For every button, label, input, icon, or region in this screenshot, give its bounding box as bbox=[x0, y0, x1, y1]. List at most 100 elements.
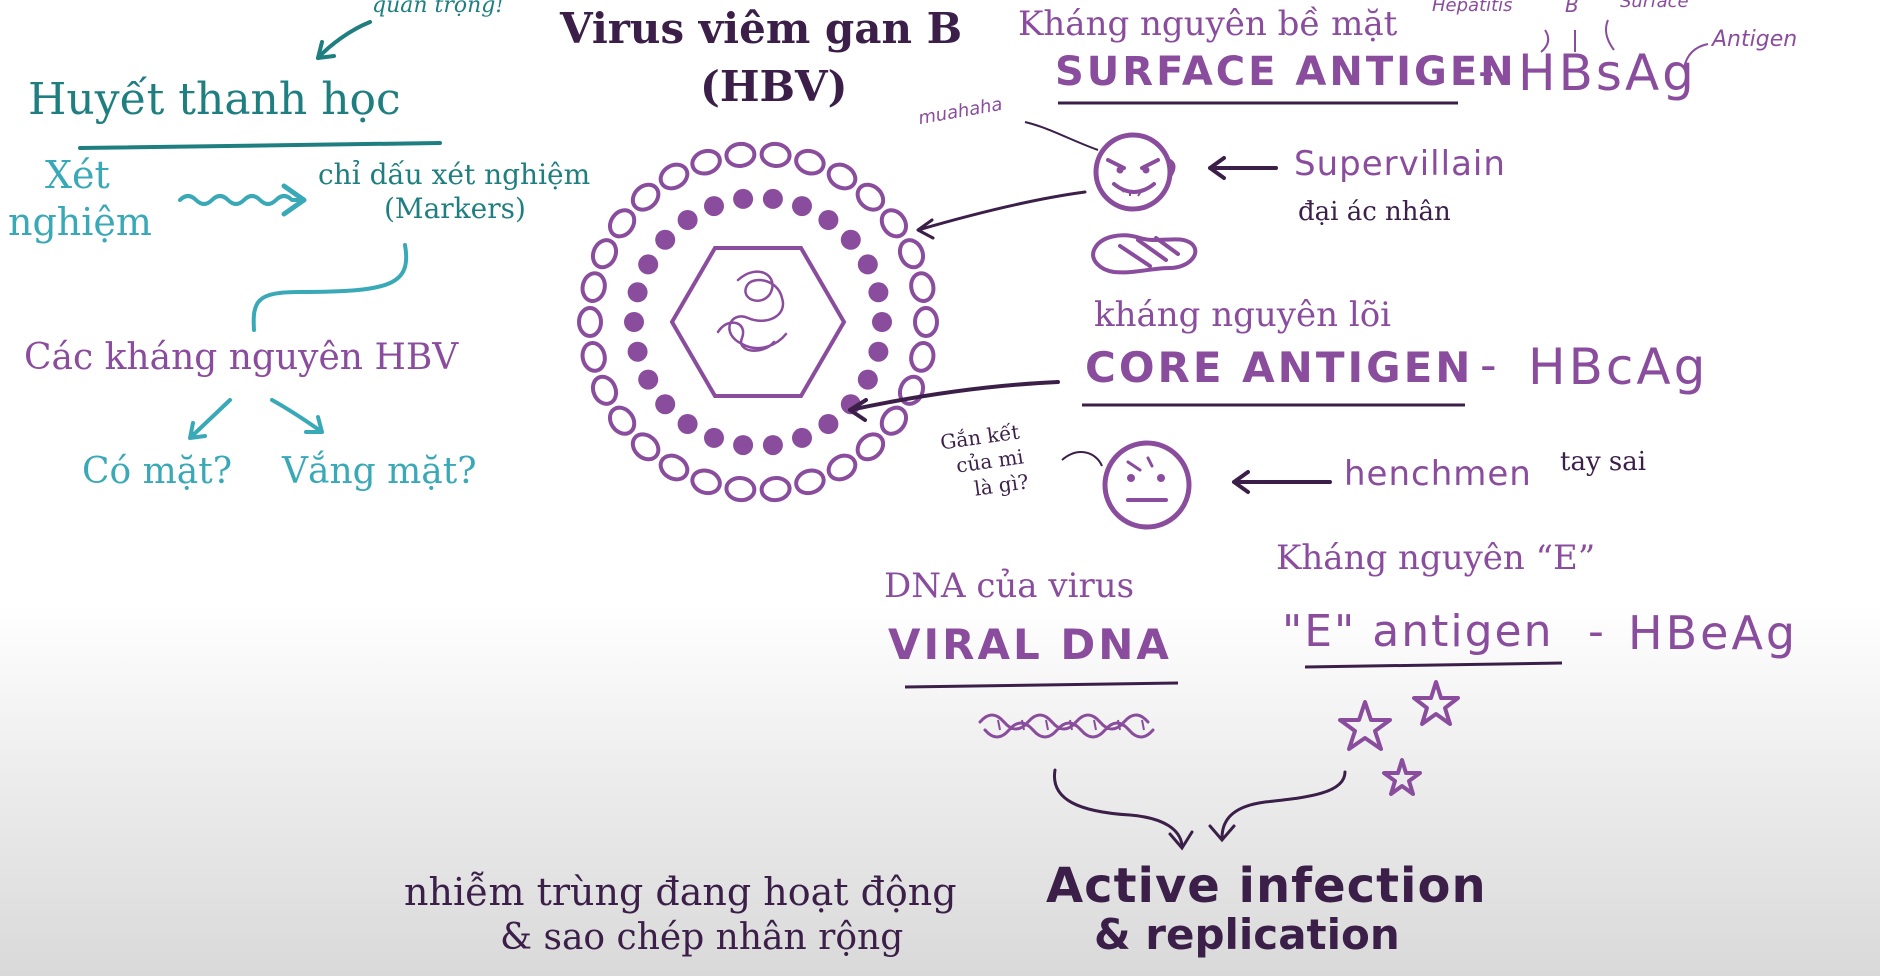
serology-title: Huyết thanh học bbox=[28, 74, 401, 125]
e-antigen-underline bbox=[1304, 661, 1563, 669]
hbsag-annotation-brackets bbox=[1540, 19, 1709, 69]
envelope-lipid-bead bbox=[690, 148, 722, 176]
surface-protein-dot bbox=[627, 282, 648, 303]
envelope-lipid-bead bbox=[759, 476, 792, 503]
envelope-lipid-bead bbox=[607, 405, 637, 436]
note-b: B bbox=[1565, 0, 1579, 17]
envelope-lipid-bead bbox=[826, 453, 858, 482]
active-infection-en-line2: & replication bbox=[1094, 910, 1400, 959]
e-antigen-dash: - bbox=[1588, 606, 1607, 657]
outer-envelope-ring bbox=[577, 141, 939, 503]
viral-dna-vn: DNA của virus bbox=[884, 566, 1135, 606]
surface-protein-dot bbox=[638, 254, 659, 275]
envelope-lipid-bead bbox=[590, 238, 619, 270]
viral-dna-en: VIRAL DNA bbox=[888, 620, 1172, 669]
envelope-lipid-bead bbox=[580, 271, 607, 303]
hbeag-abbreviation: HBeAg bbox=[1628, 606, 1799, 660]
note-antigen: Antigen bbox=[1712, 27, 1798, 52]
hexagonal-capsid bbox=[669, 246, 847, 398]
supervillain-vn-label: đại ác nhân bbox=[1298, 197, 1451, 227]
important-arrow bbox=[316, 20, 372, 60]
envelope-lipid-bead bbox=[690, 468, 722, 496]
test-label-line2: nghiệm bbox=[8, 200, 152, 244]
serology-underline bbox=[78, 141, 442, 150]
hbv-virus-particle bbox=[577, 141, 939, 503]
envelope-lipid-bead bbox=[630, 432, 661, 462]
envelope-lipid-bead bbox=[879, 405, 909, 436]
present-arrow bbox=[188, 398, 232, 440]
henchmen-pointer-arrow bbox=[1232, 470, 1332, 494]
active-infection-vn-line1: nhiễm trùng đang hoạt động bbox=[404, 870, 957, 914]
surface-protein-dot bbox=[857, 369, 878, 390]
hbsag-abbreviation: HBsAg bbox=[1518, 44, 1697, 102]
surface-protein-dot bbox=[627, 341, 648, 362]
hbv-title-line1: Virus viêm gan B bbox=[560, 4, 963, 53]
scheming-hands-icon bbox=[1091, 233, 1198, 275]
e-antigen-to-infection-arrow bbox=[1220, 770, 1347, 840]
supervillain-pointer-arrow bbox=[1208, 156, 1278, 180]
envelope-lipid-bead bbox=[580, 341, 607, 373]
surface-protein-dot bbox=[872, 312, 892, 332]
note-hepatitis: Hepatitis bbox=[1432, 0, 1513, 16]
envelope-lipid-bead bbox=[913, 306, 939, 338]
surface-protein-dot bbox=[792, 427, 812, 448]
surface-protein-dot bbox=[818, 210, 839, 230]
surface-protein-dot bbox=[857, 254, 878, 275]
henchmen-question-leader bbox=[1061, 451, 1103, 467]
surface-protein-dot bbox=[818, 414, 839, 434]
envelope-lipid-bead bbox=[658, 453, 690, 482]
envelope-lipid-bead bbox=[855, 182, 886, 212]
surface-protein-dot bbox=[655, 394, 676, 415]
surface-protein-dot bbox=[733, 188, 754, 209]
present-label: Có mặt? bbox=[82, 451, 233, 492]
hbcag-abbreviation: HBcAg bbox=[1528, 338, 1709, 396]
envelope-lipid-bead bbox=[826, 162, 858, 191]
dna-rungs bbox=[997, 719, 1145, 731]
envelope-lipid-bead bbox=[879, 208, 909, 239]
surface-to-virus-arrow bbox=[916, 190, 1087, 240]
surface-protein-dot bbox=[677, 210, 698, 230]
surface-protein-dot bbox=[655, 229, 676, 250]
surface-protein-dot bbox=[638, 369, 659, 390]
active-infection-vn-line2: & sao chép nhân rộng bbox=[500, 917, 904, 958]
envelope-lipid-bead bbox=[658, 162, 690, 191]
absent-label: Vắng mặt? bbox=[282, 451, 477, 492]
markers-to-antigens-connector bbox=[251, 243, 409, 332]
envelope-lipid-bead bbox=[724, 141, 757, 168]
e-antigen-en: "E" antigen bbox=[1282, 606, 1554, 657]
hbv-antigens-title: Các kháng nguyên HBV bbox=[24, 337, 459, 378]
envelope-lipid-bead bbox=[897, 374, 926, 406]
surface-protein-dot bbox=[704, 427, 724, 448]
surface-protein-dot bbox=[792, 196, 812, 217]
core-antigen-dash: - bbox=[1480, 338, 1500, 392]
envelope-lipid-bead bbox=[759, 141, 792, 168]
surface-antigen-dash: - bbox=[1478, 44, 1498, 98]
markers-label-line1: chỉ dấu xét nghiệm bbox=[318, 158, 591, 191]
muahaha-leader-line bbox=[1024, 121, 1099, 151]
surface-protein-dot bbox=[868, 341, 889, 362]
viral-dna-underline bbox=[904, 681, 1179, 689]
surface-protein-dot bbox=[733, 435, 754, 456]
envelope-lipid-bead bbox=[909, 341, 936, 373]
envelope-lipid-bead bbox=[577, 306, 603, 338]
envelope-lipid-bead bbox=[724, 476, 757, 503]
envelope-lipid-bead bbox=[607, 208, 637, 239]
hbv-title-line2: (HBV) bbox=[700, 62, 848, 111]
absent-arrow bbox=[270, 398, 324, 434]
e-antigen-stars-icon bbox=[1338, 680, 1460, 796]
envelope-lipid-bead bbox=[909, 271, 936, 303]
surface-protein-dot bbox=[704, 196, 724, 217]
e-antigen-arrowhead bbox=[1208, 824, 1236, 843]
markers-squiggle-arrow bbox=[178, 194, 302, 206]
henchmen-label: henchmen bbox=[1344, 454, 1532, 494]
surface-protein-dot bbox=[840, 229, 861, 250]
core-to-virus-arrow bbox=[848, 380, 1060, 422]
surface-protein-dot bbox=[677, 414, 698, 434]
markers-label-line2: (Markers) bbox=[384, 192, 526, 225]
test-label-line1: Xét bbox=[45, 153, 110, 197]
envelope-lipid-bead bbox=[855, 432, 886, 462]
inner-dot-ring bbox=[624, 188, 892, 456]
important-arrowhead bbox=[316, 40, 336, 60]
dna-arrowhead bbox=[1168, 830, 1194, 851]
